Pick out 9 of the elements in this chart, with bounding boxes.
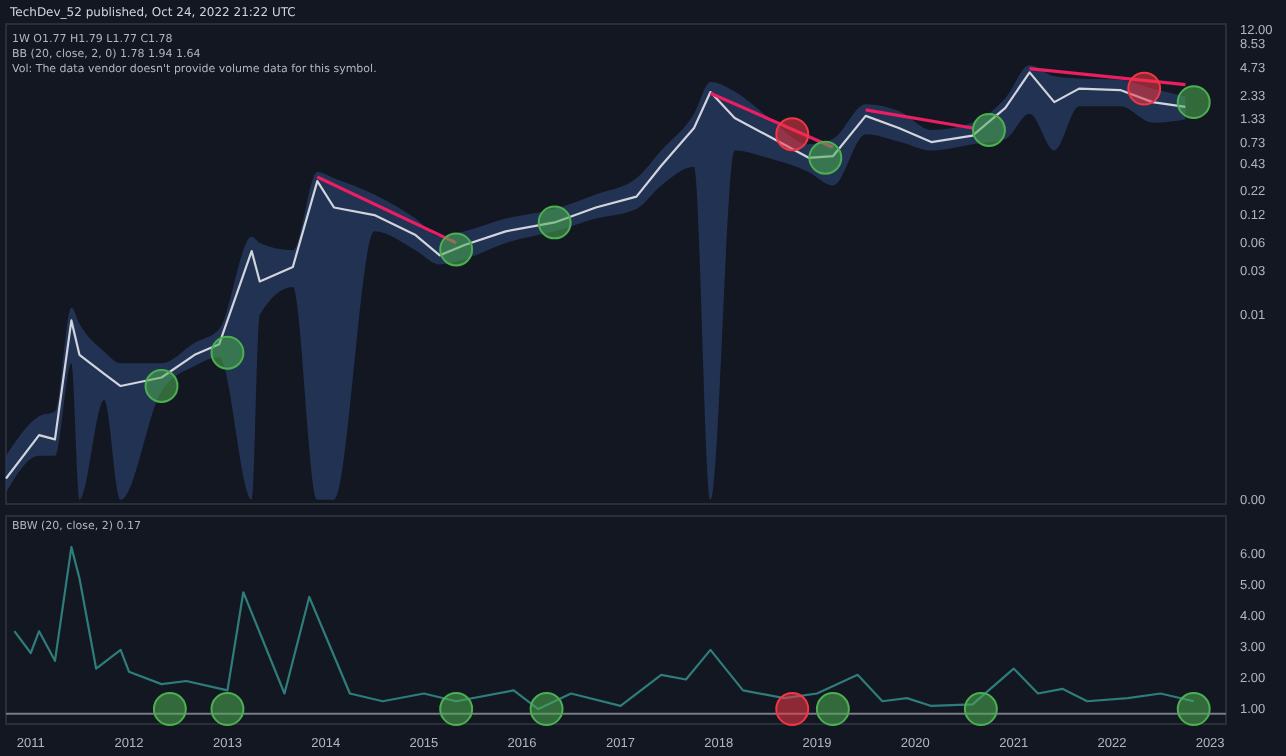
point — [439, 232, 474, 267]
point — [1127, 71, 1162, 106]
point — [775, 117, 810, 152]
point — [210, 335, 245, 370]
point — [537, 205, 572, 240]
point — [808, 140, 843, 175]
point — [1176, 85, 1211, 120]
point — [144, 369, 179, 403]
point — [971, 113, 1006, 147]
